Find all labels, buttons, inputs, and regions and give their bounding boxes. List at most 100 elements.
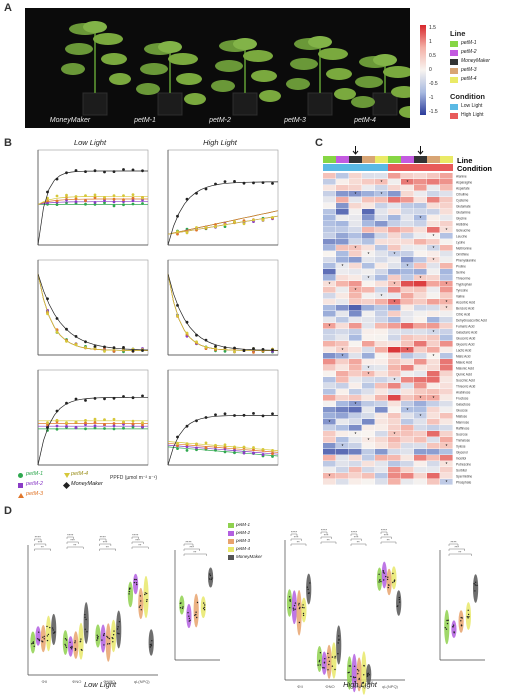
heatmap-cell [427,317,440,323]
heatmap-row-label: Threonine [456,277,471,281]
heatmap-cell [323,293,336,299]
heatmap-cell [388,425,401,431]
heatmap-row-title-line: Line [457,156,472,165]
heatmap-cell [388,329,401,335]
data-point [47,633,50,636]
data-point [85,618,87,621]
legend-petm-3: petM-3 [26,491,44,497]
heatmap-cell [323,251,336,257]
significance-bracket [99,538,107,541]
data-point [468,616,470,618]
heatmap-cell [323,275,336,281]
data-point [292,607,295,609]
heatmap-cell [440,389,453,395]
heatmap-cell [440,473,453,479]
line-legend-item: petM-4 [450,76,510,84]
data-point [294,608,296,610]
heatmap-cell [440,449,453,455]
data-point [252,448,255,452]
heatmap-row-label: Glucose [456,409,468,413]
data-point [328,663,330,666]
high-violin [386,568,392,596]
heatmap-cell [375,329,388,335]
heatmap-cell [375,323,388,329]
data-point [141,394,144,398]
heatmap-cell [440,257,453,263]
heatmap-cell [349,185,362,191]
data-point [80,638,82,640]
heatmap-cell [362,449,375,455]
data-point [195,613,197,616]
heatmap-cell [336,197,349,203]
data-point [70,646,72,649]
heatmap-cell [323,305,336,311]
data-point [466,616,468,618]
data-point [122,198,125,202]
heatmap-cell [336,251,349,257]
plant-label-moneymaker: MoneyMaker [49,117,91,124]
data-point [204,338,208,342]
heatmap-cell [349,365,362,371]
data-point [196,601,199,604]
data-point [46,625,48,628]
data-point [363,664,365,667]
significance-label: ** [387,537,391,542]
data-point [204,226,208,229]
heatmap-cell [362,233,375,239]
data-point [53,631,55,634]
heatmap-cell [336,401,349,407]
heatmap-cell [336,389,349,395]
data-point [74,640,76,642]
panel-b-xlabel: PPFD (µmol m⁻² s⁻¹) [110,475,158,481]
heatmap-cell [401,269,414,275]
data-point [93,193,97,197]
data-point [242,451,246,455]
data-point [271,182,274,185]
plant-label-petm-2: petM-2 [209,117,231,124]
panel-d-title-high: High Light [343,680,377,689]
data-point [214,448,217,452]
heatmap-cell [349,347,362,353]
data-point [204,345,208,349]
heatmap-cell [401,323,414,329]
heatmap-row-label: Xylose [456,445,466,449]
significance-mark: * [446,228,448,234]
high-violin [356,657,362,692]
heatmap-cell [414,473,427,479]
heatmap-cell [401,461,414,467]
heatmap-cell [440,209,453,215]
significance-mark: * [355,288,357,294]
heatmap-cell [375,275,388,281]
heatmap-cell [388,251,401,257]
heatmap-cell [349,215,362,221]
heatmap-cell [427,323,440,329]
data-point [112,194,116,198]
heatmap-cell [427,311,440,317]
line-legend-swatch [450,41,458,47]
data-point [140,609,142,611]
data-point [195,442,198,446]
heatmap-cell [427,467,440,473]
data-point [93,397,97,400]
heatmap-cell [362,425,375,431]
data-point [195,333,198,337]
heatmap-cell [414,419,427,425]
data-point [446,622,449,625]
heatmap-cell [401,437,414,443]
heatmap-cell [414,179,427,185]
heatmap-row-label: Glyceric Acid [456,343,475,347]
data-point [103,196,106,199]
data-point [122,168,125,171]
data-point [84,170,87,173]
high-violin [286,589,293,617]
heatmap-cell [323,209,336,215]
data-point [141,421,144,424]
data-point [398,596,400,599]
heatmap-cell [323,449,336,455]
heatmap-cell [362,347,375,353]
significance-mark: * [355,192,357,198]
heatmap-cell [401,359,414,365]
heatmap-cell [388,215,401,221]
heatmap-cell [440,347,453,353]
heatmap-cell [427,419,440,425]
